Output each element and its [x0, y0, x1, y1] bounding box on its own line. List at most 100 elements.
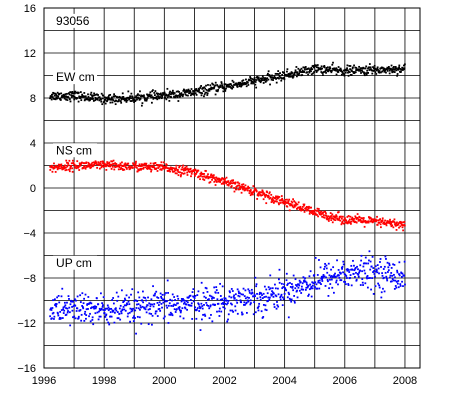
data-point [242, 185, 245, 188]
data-point [205, 287, 208, 290]
data-point [238, 292, 240, 295]
data-point [124, 299, 127, 301]
data-point [128, 98, 130, 101]
data-point [93, 162, 96, 165]
data-point [322, 211, 324, 214]
data-point [320, 277, 323, 280]
data-point [209, 84, 212, 87]
data-point [99, 309, 102, 312]
data-point [253, 187, 256, 190]
data-point [243, 295, 246, 298]
data-point [109, 93, 112, 96]
data-point [338, 215, 341, 218]
data-point [137, 97, 140, 99]
data-point [71, 92, 73, 95]
data-point [241, 185, 244, 188]
data-point [203, 173, 205, 175]
data-point [54, 98, 57, 101]
data-point [240, 186, 242, 188]
data-point [194, 89, 197, 91]
data-point [184, 93, 187, 96]
data-point [205, 301, 208, 304]
data-point [208, 294, 211, 297]
data-point [403, 224, 406, 227]
data-point [158, 307, 161, 310]
data-point [111, 160, 114, 163]
data-point [250, 292, 253, 295]
data-point [230, 296, 233, 299]
data-point [100, 92, 103, 95]
data-point [359, 70, 362, 72]
data-point [257, 76, 260, 79]
data-point [137, 93, 139, 96]
data-point [395, 67, 398, 70]
data-point [109, 311, 112, 314]
data-point [133, 166, 136, 169]
data-point [254, 81, 257, 83]
data-point [254, 311, 257, 314]
data-point [351, 218, 354, 221]
data-point [142, 166, 145, 169]
data-point [72, 161, 75, 164]
data-point [133, 163, 136, 166]
data-point [388, 262, 391, 265]
data-point [400, 221, 403, 224]
data-point [351, 268, 354, 271]
data-point [197, 169, 200, 172]
data-point [350, 222, 352, 225]
data-point [201, 92, 204, 95]
data-point [88, 162, 90, 165]
data-point [212, 177, 215, 179]
data-point [255, 190, 258, 193]
data-point [58, 301, 61, 304]
data-point [88, 302, 91, 305]
data-point [61, 317, 64, 319]
data-point [69, 167, 72, 170]
data-point [70, 165, 73, 167]
data-point [154, 162, 157, 164]
data-point [221, 85, 224, 88]
data-point [171, 314, 174, 317]
data-point [150, 298, 153, 301]
data-point [321, 67, 323, 70]
data-point [346, 69, 349, 72]
data-point [201, 318, 203, 321]
data-point [311, 210, 314, 212]
plot-frame [43, 7, 421, 369]
data-point [379, 218, 382, 221]
data-point [100, 100, 103, 103]
data-point [318, 211, 321, 214]
data-point [60, 163, 63, 166]
data-point [269, 274, 272, 277]
data-point [367, 71, 370, 74]
data-point [286, 296, 289, 299]
data-point [316, 64, 319, 66]
data-point [66, 311, 69, 314]
data-point [393, 287, 396, 290]
data-point [239, 188, 242, 190]
data-point [291, 285, 294, 288]
data-point [393, 68, 396, 71]
data-point [257, 193, 259, 195]
data-point [190, 299, 192, 301]
data-point [102, 162, 104, 165]
data-point [93, 94, 96, 97]
data-point [121, 161, 123, 164]
data-point [268, 74, 271, 76]
data-point [330, 219, 333, 222]
data-point [169, 313, 172, 316]
data-point [179, 315, 182, 318]
data-point [310, 295, 313, 298]
data-point [197, 176, 199, 179]
data-point [62, 312, 65, 314]
data-point [113, 321, 116, 324]
data-point [121, 309, 124, 312]
data-point [171, 168, 173, 171]
data-point [92, 94, 95, 97]
data-point [395, 286, 398, 289]
data-point [166, 87, 169, 90]
data-point [224, 180, 227, 183]
data-point [146, 97, 149, 99]
data-point [295, 66, 298, 68]
data-point [372, 271, 374, 273]
